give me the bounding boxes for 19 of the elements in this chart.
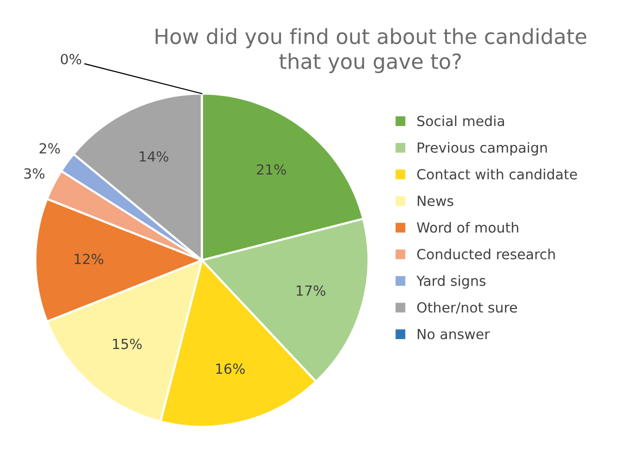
legend-label: Yard signs (416, 275, 486, 289)
data-label: 12% (74, 254, 104, 264)
legend-label: Other/not sure (417, 302, 517, 314)
data-label: 3% (24, 168, 44, 179)
legend-label: Social media (417, 115, 504, 126)
data-label: 17% (296, 285, 326, 296)
data-label: 21% (256, 164, 286, 175)
legend-label: News (418, 196, 454, 206)
data-label: 16% (216, 363, 245, 374)
text: 0% (60, 54, 82, 64)
data-label: 14% (140, 151, 168, 162)
legend-label: Conducted research (417, 248, 555, 260)
legend-label: Contact with candidate (417, 168, 577, 180)
data-label: 15% (113, 338, 142, 350)
data-label: 2% (40, 143, 60, 154)
legend-label: Previous campaign (418, 142, 547, 156)
chart-title: How did you find out about the candidate that you gave to? (156, 28, 586, 74)
legend-label: No answer (418, 328, 490, 340)
legend-label: Word of mouth (416, 222, 518, 233)
